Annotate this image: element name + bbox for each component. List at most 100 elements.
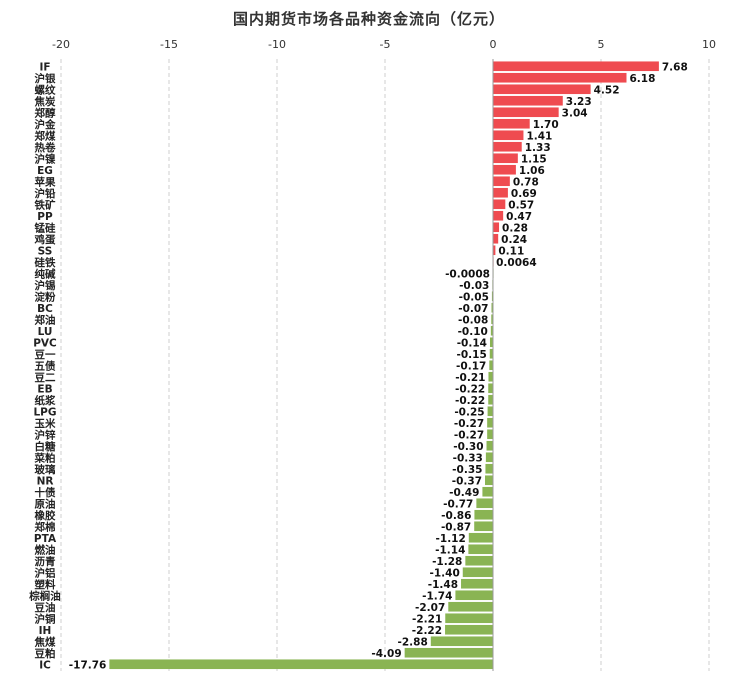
data-label: -0.08	[458, 314, 488, 326]
bar[interactable]	[430, 636, 493, 647]
bar[interactable]	[462, 567, 493, 578]
bar[interactable]	[491, 291, 493, 302]
category-label: 塑料	[35, 578, 56, 591]
data-label: -17.76	[69, 659, 107, 671]
category-label: 玻璃	[35, 463, 56, 476]
bar[interactable]	[493, 210, 504, 221]
category-label: 苹果	[35, 175, 56, 188]
data-label: -1.28	[432, 556, 462, 568]
data-label: -1.12	[436, 533, 466, 545]
category-label: BC	[37, 303, 53, 315]
bar[interactable]	[486, 440, 493, 451]
bar[interactable]	[489, 337, 493, 348]
bar[interactable]	[465, 555, 493, 566]
data-label: 3.23	[566, 96, 592, 108]
bar[interactable]	[445, 613, 493, 624]
category-label: 豆一	[35, 349, 56, 361]
bar[interactable]	[491, 302, 493, 313]
bar[interactable]	[485, 452, 493, 463]
bar[interactable]	[493, 176, 510, 187]
bar[interactable]	[489, 360, 493, 371]
category-label: 玉米	[35, 417, 56, 430]
bar[interactable]	[482, 486, 493, 497]
bar[interactable]	[468, 544, 493, 555]
chart-title: 国内期货市场各品种资金流向（亿元）	[232, 10, 505, 28]
category-label: 纯碱	[35, 267, 56, 280]
data-label: -0.33	[453, 452, 483, 464]
bar[interactable]	[488, 394, 493, 405]
data-label: 3.04	[562, 107, 588, 119]
bar[interactable]	[493, 141, 522, 152]
bar[interactable]	[487, 429, 493, 440]
category-label: IC	[39, 659, 51, 671]
bar[interactable]	[474, 509, 493, 520]
data-label: -0.27	[454, 429, 484, 441]
bar[interactable]	[493, 95, 563, 106]
category-label: 沪铅	[35, 187, 56, 200]
category-label: 郑油	[35, 313, 56, 326]
data-label: -0.17	[456, 360, 486, 372]
bar[interactable]	[445, 624, 493, 635]
data-label: -2.21	[412, 613, 442, 625]
category-label: 菜粕	[34, 451, 56, 464]
data-label: -0.0008	[445, 268, 490, 280]
data-label: -0.03	[459, 280, 489, 292]
category-label: 燃油	[35, 543, 56, 556]
category-label: 沪银	[35, 72, 56, 85]
category-label: NR	[37, 475, 54, 487]
bar[interactable]	[488, 383, 493, 394]
bar[interactable]	[493, 245, 496, 256]
x-tick-label: -15	[160, 38, 178, 51]
bar[interactable]	[109, 659, 493, 670]
data-label: -0.30	[453, 441, 483, 453]
category-label: 纸浆	[35, 394, 56, 407]
bar[interactable]	[485, 463, 493, 474]
bar[interactable]	[491, 314, 493, 325]
bar[interactable]	[474, 521, 493, 532]
x-tick-label: 0	[490, 38, 497, 51]
bar[interactable]	[448, 601, 493, 612]
bar[interactable]	[493, 153, 518, 164]
bar[interactable]	[487, 417, 493, 428]
data-label: 1.15	[521, 153, 547, 165]
category-label: 郑棉	[35, 520, 56, 533]
category-label: 沪镍	[35, 152, 56, 165]
bar[interactable]	[493, 233, 499, 244]
category-label: 郑醇	[35, 106, 56, 119]
bar[interactable]	[404, 647, 493, 658]
bar[interactable]	[485, 475, 493, 486]
data-label: 0.69	[511, 188, 537, 200]
bar[interactable]	[493, 107, 559, 118]
bar[interactable]	[488, 371, 493, 382]
bar[interactable]	[468, 532, 493, 543]
data-label: 4.52	[594, 84, 620, 96]
bar[interactable]	[493, 61, 659, 72]
bar[interactable]	[490, 325, 493, 336]
bar[interactable]	[493, 72, 627, 83]
data-label: -1.74	[422, 590, 452, 602]
data-label: 1.33	[525, 142, 551, 154]
category-label: 豆油	[35, 601, 56, 614]
bar[interactable]	[493, 199, 506, 210]
bar[interactable]	[493, 130, 524, 141]
bar[interactable]	[476, 498, 493, 509]
bar[interactable]	[489, 348, 493, 359]
bar[interactable]	[493, 187, 508, 198]
bar[interactable]	[461, 578, 493, 589]
data-label: -0.35	[452, 464, 482, 476]
category-label: 沥青	[35, 555, 56, 568]
bar[interactable]	[493, 84, 591, 95]
x-tick-label: -5	[380, 38, 391, 51]
data-label: -0.07	[458, 303, 488, 315]
category-label: 螺纹	[35, 83, 56, 96]
category-label: 热卷	[35, 141, 56, 154]
bar[interactable]	[493, 222, 500, 233]
category-label: 淀粉	[35, 290, 56, 303]
bar[interactable]	[487, 406, 493, 417]
category-label: 十债	[35, 486, 56, 499]
bar[interactable]	[455, 590, 493, 601]
data-label: 0.0064	[496, 257, 537, 269]
bar[interactable]	[493, 164, 516, 175]
bar[interactable]	[493, 118, 530, 129]
x-tick-label: 10	[702, 38, 716, 51]
